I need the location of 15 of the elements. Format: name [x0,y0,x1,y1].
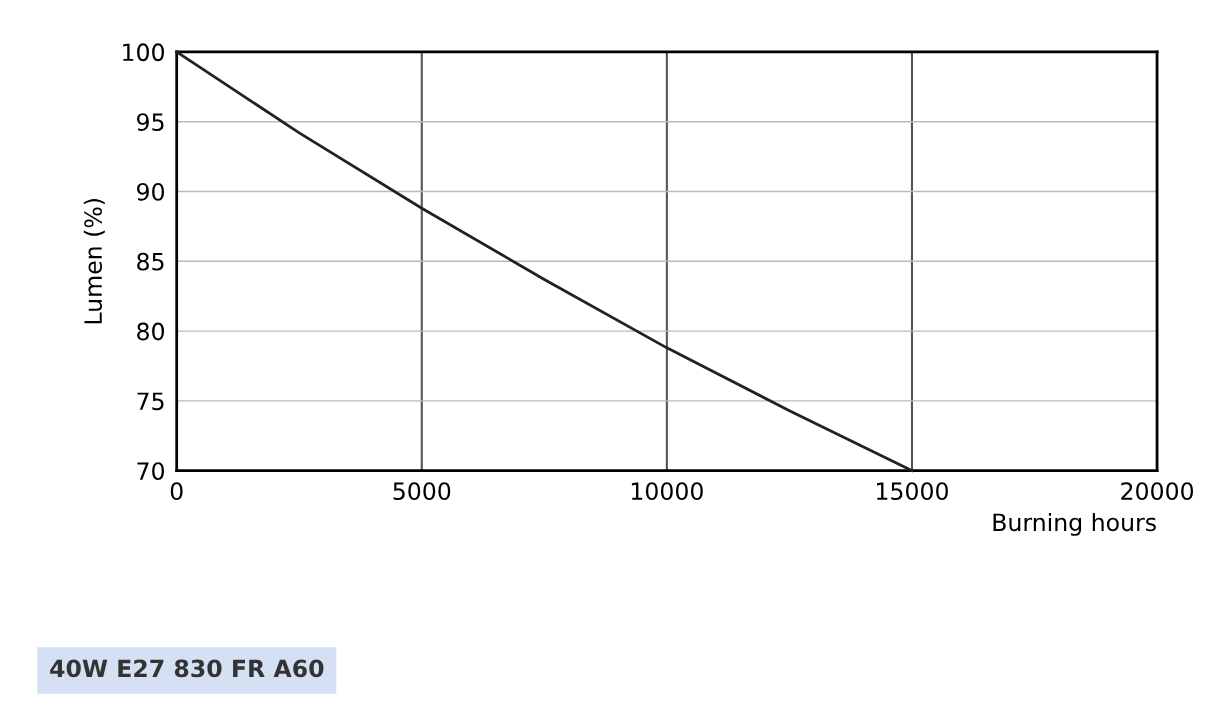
y-tick-label: 95 [137,113,164,132]
y-axis-title: Lumen (%) [83,199,105,324]
y-tick-label: 100 [123,43,165,62]
y-tick-label: 80 [137,322,165,341]
x-tick-label: 15000 [877,482,948,501]
x-tick-label: 10000 [631,482,703,501]
x-tick-label: 5000 [393,482,451,501]
y-tick-label: 75 [137,392,164,411]
y-tick-label: 90 [137,182,165,201]
x-tick-label: 20000 [1121,482,1194,501]
text: 40W E27 830 FR A60 [50,659,324,678]
x-axis-title: Burning hours [993,512,1156,536]
y-tick-label: 70 [137,462,165,480]
y-tick-label: 85 [137,252,164,271]
x-tick-label: 0 [170,482,183,501]
